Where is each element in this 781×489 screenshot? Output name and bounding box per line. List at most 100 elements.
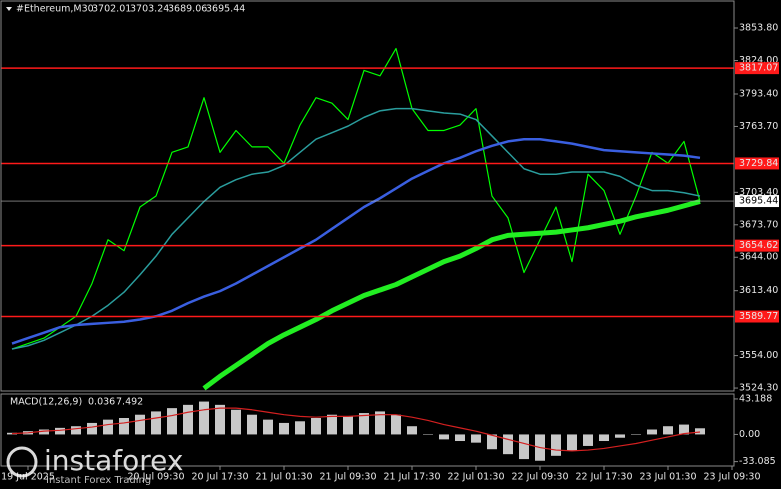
macd-title: MACD(12,26,9) (10, 397, 82, 408)
y-tick-label: 3554.00 (739, 350, 778, 361)
macd-bar (663, 426, 673, 435)
macd-bar (311, 418, 321, 435)
y-tick-label: 3673.70 (739, 219, 778, 230)
macd-bar (407, 426, 417, 435)
level-label: 3589.77 (739, 311, 778, 322)
macd-bar (167, 408, 177, 435)
level-label-bg (735, 310, 779, 323)
price-frame (0, 0, 735, 392)
x-tick-label: 23 Jul 01:30 (640, 472, 697, 483)
menu-arrow[interactable] (6, 7, 12, 11)
x-tick-label: 23 Jul 09:30 (704, 472, 761, 483)
open: 3702.01 (92, 4, 131, 15)
macd-bar (119, 418, 129, 435)
macd-bar (471, 434, 481, 443)
chart-title: #Ethereum,M30 (16, 4, 94, 15)
level-label: 3817.07 (739, 63, 778, 74)
y-tick-label: 3793.40 (739, 88, 778, 99)
level-label: 3729.84 (739, 158, 778, 169)
y-tick-label: 3763.70 (739, 121, 778, 132)
macd-frame (0, 393, 735, 467)
price-label-bg (735, 195, 779, 208)
macd-bar (423, 434, 433, 435)
series-line (11, 137, 701, 345)
macd-bar (375, 411, 385, 435)
x-tick-label: 22 Jul 01:30 (448, 472, 505, 483)
y-tick-label: 0.00 (739, 429, 760, 440)
macd-bar (631, 434, 641, 435)
y-tick-label: 3524.30 (739, 383, 778, 394)
high: 3703.24 (130, 4, 169, 15)
macd-bar (151, 411, 161, 435)
macd-bar (327, 414, 337, 435)
x-tick-label: 21 Jul 09:30 (320, 472, 377, 483)
series-line (11, 407, 701, 452)
y-tick-label: 3703.40 (739, 187, 778, 198)
y-tick-label: 3853.80 (739, 22, 778, 33)
macd-readout: 7.492 (116, 397, 143, 408)
macd-bar (647, 429, 657, 435)
macd-bar (263, 419, 273, 435)
macd-bar (583, 434, 593, 446)
macd-bar (103, 419, 113, 435)
macd-bar (199, 401, 209, 435)
y-tick-label: 3613.40 (739, 285, 778, 296)
macd-bar (343, 416, 353, 435)
low: 3689.06 (168, 4, 207, 15)
macd-bar (503, 434, 513, 455)
macd-bar (183, 404, 193, 435)
macd-bar (455, 434, 465, 442)
x-tick-label: 20 Jul 17:30 (192, 472, 249, 483)
macd-bar (391, 414, 401, 435)
macd-title-row: MACD(12,26,9) 0.036 7.492 (10, 397, 143, 408)
x-tick-label: 22 Jul 17:30 (576, 472, 633, 483)
level-label: 3654.62 (739, 240, 778, 251)
x-tick-label: 19 Jul 2025 (1, 472, 55, 483)
x-tick-label: 20 Jul 09:30 (128, 472, 185, 483)
macd-bar (295, 421, 305, 435)
series-line (11, 107, 701, 350)
y-tick-label: -33.085 (739, 456, 776, 467)
macd-bar (599, 434, 609, 442)
x-tick-label: 22 Jul 09:30 (512, 472, 569, 483)
macd-bar (87, 422, 97, 435)
series-line (11, 47, 701, 350)
macd-bar (231, 409, 241, 435)
price-label: 3695.44 (739, 196, 778, 207)
macd-bar (567, 434, 577, 451)
macd-bar (247, 414, 257, 435)
macd-bar (519, 434, 529, 460)
macd-bar (279, 422, 289, 435)
macd-bar (551, 434, 561, 456)
y-tick-label: 3824.00 (739, 55, 778, 66)
plot: 3853.80 3824.00 3793.40 3763.70 3703.40 3673.… (1, 22, 779, 483)
macd-bar (55, 427, 65, 435)
macd-bar (71, 426, 81, 435)
macd-bar (487, 434, 497, 450)
macd-bar (359, 413, 369, 435)
macd-bar (695, 428, 705, 435)
series-line (202, 199, 701, 391)
level-label-bg (735, 157, 779, 170)
level-label-bg (735, 62, 779, 75)
close: 3695.44 (206, 4, 245, 15)
x-tick-label: 21 Jul 17:30 (384, 472, 441, 483)
watermark: instaforex Instant Forex Trading (6, 444, 183, 486)
logo (6, 446, 38, 478)
tagline: Instant Forex Trading (46, 475, 151, 486)
level-label-bg (735, 239, 779, 252)
x-tick-label: 21 Jul 01:30 (256, 472, 313, 483)
macd-bar (39, 429, 49, 435)
macd-bar (615, 434, 625, 438)
title-row: #Ethereum,M30 3702.01 3703.24 3689.06 36… (16, 4, 245, 15)
y-tick-label: 43.188 (739, 393, 772, 404)
brand: instaforex (44, 444, 183, 477)
macd-bar (135, 414, 145, 435)
macd-bar (215, 404, 225, 435)
y-tick-label: 3644.00 (739, 252, 778, 263)
macd-readout: 0.036 (88, 397, 115, 408)
macd-bar (679, 424, 689, 435)
macd-bar (439, 434, 449, 440)
